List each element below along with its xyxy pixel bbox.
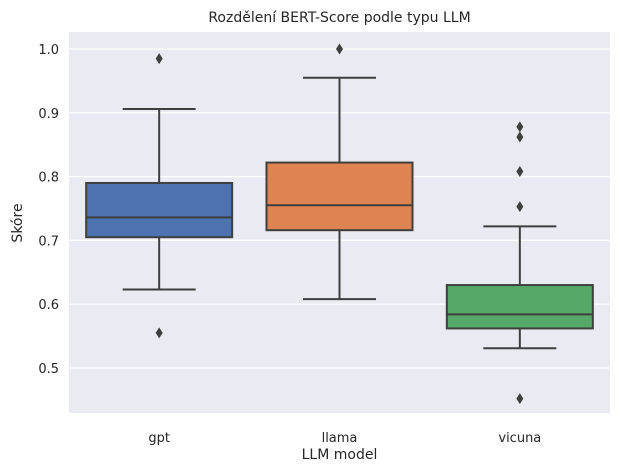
outlier-point xyxy=(516,131,524,143)
box-group-llama xyxy=(265,43,414,301)
y-tick-label: 0.7 xyxy=(38,234,59,249)
y-axis-label: Skóre xyxy=(10,203,26,242)
x-tick-label: llama xyxy=(322,431,358,446)
chart-title: Rozdělení BERT-Score podle typu LLM xyxy=(208,10,470,26)
outlier-point xyxy=(516,121,524,133)
x-tick-labels: gpt llama vicuna xyxy=(148,431,541,446)
x-tick-label: vicuna xyxy=(498,431,541,446)
iqr-box xyxy=(265,161,414,232)
x-tick-label: gpt xyxy=(148,431,170,446)
outlier-point xyxy=(516,165,524,177)
outlier-point xyxy=(516,393,524,405)
outlier-point xyxy=(155,53,163,65)
box-series xyxy=(85,43,594,405)
outlier-point xyxy=(155,327,163,339)
box-group-gpt xyxy=(85,53,234,339)
y-tick-label: 1.0 xyxy=(38,43,59,58)
y-tick-label: 0.9 xyxy=(38,107,59,122)
box-group-vicuna xyxy=(445,121,594,405)
outlier-point xyxy=(336,43,343,55)
y-tick-labels: 0.5 0.6 0.7 0.8 0.9 1.0 xyxy=(38,43,59,377)
y-tick-label: 0.5 xyxy=(38,362,59,377)
y-tick-label: 0.6 xyxy=(38,298,59,313)
x-axis-label: LLM model xyxy=(302,447,378,463)
iqr-box xyxy=(445,284,594,330)
outlier-point xyxy=(516,201,524,213)
y-tick-label: 0.8 xyxy=(38,171,59,186)
iqr-box xyxy=(85,181,234,239)
